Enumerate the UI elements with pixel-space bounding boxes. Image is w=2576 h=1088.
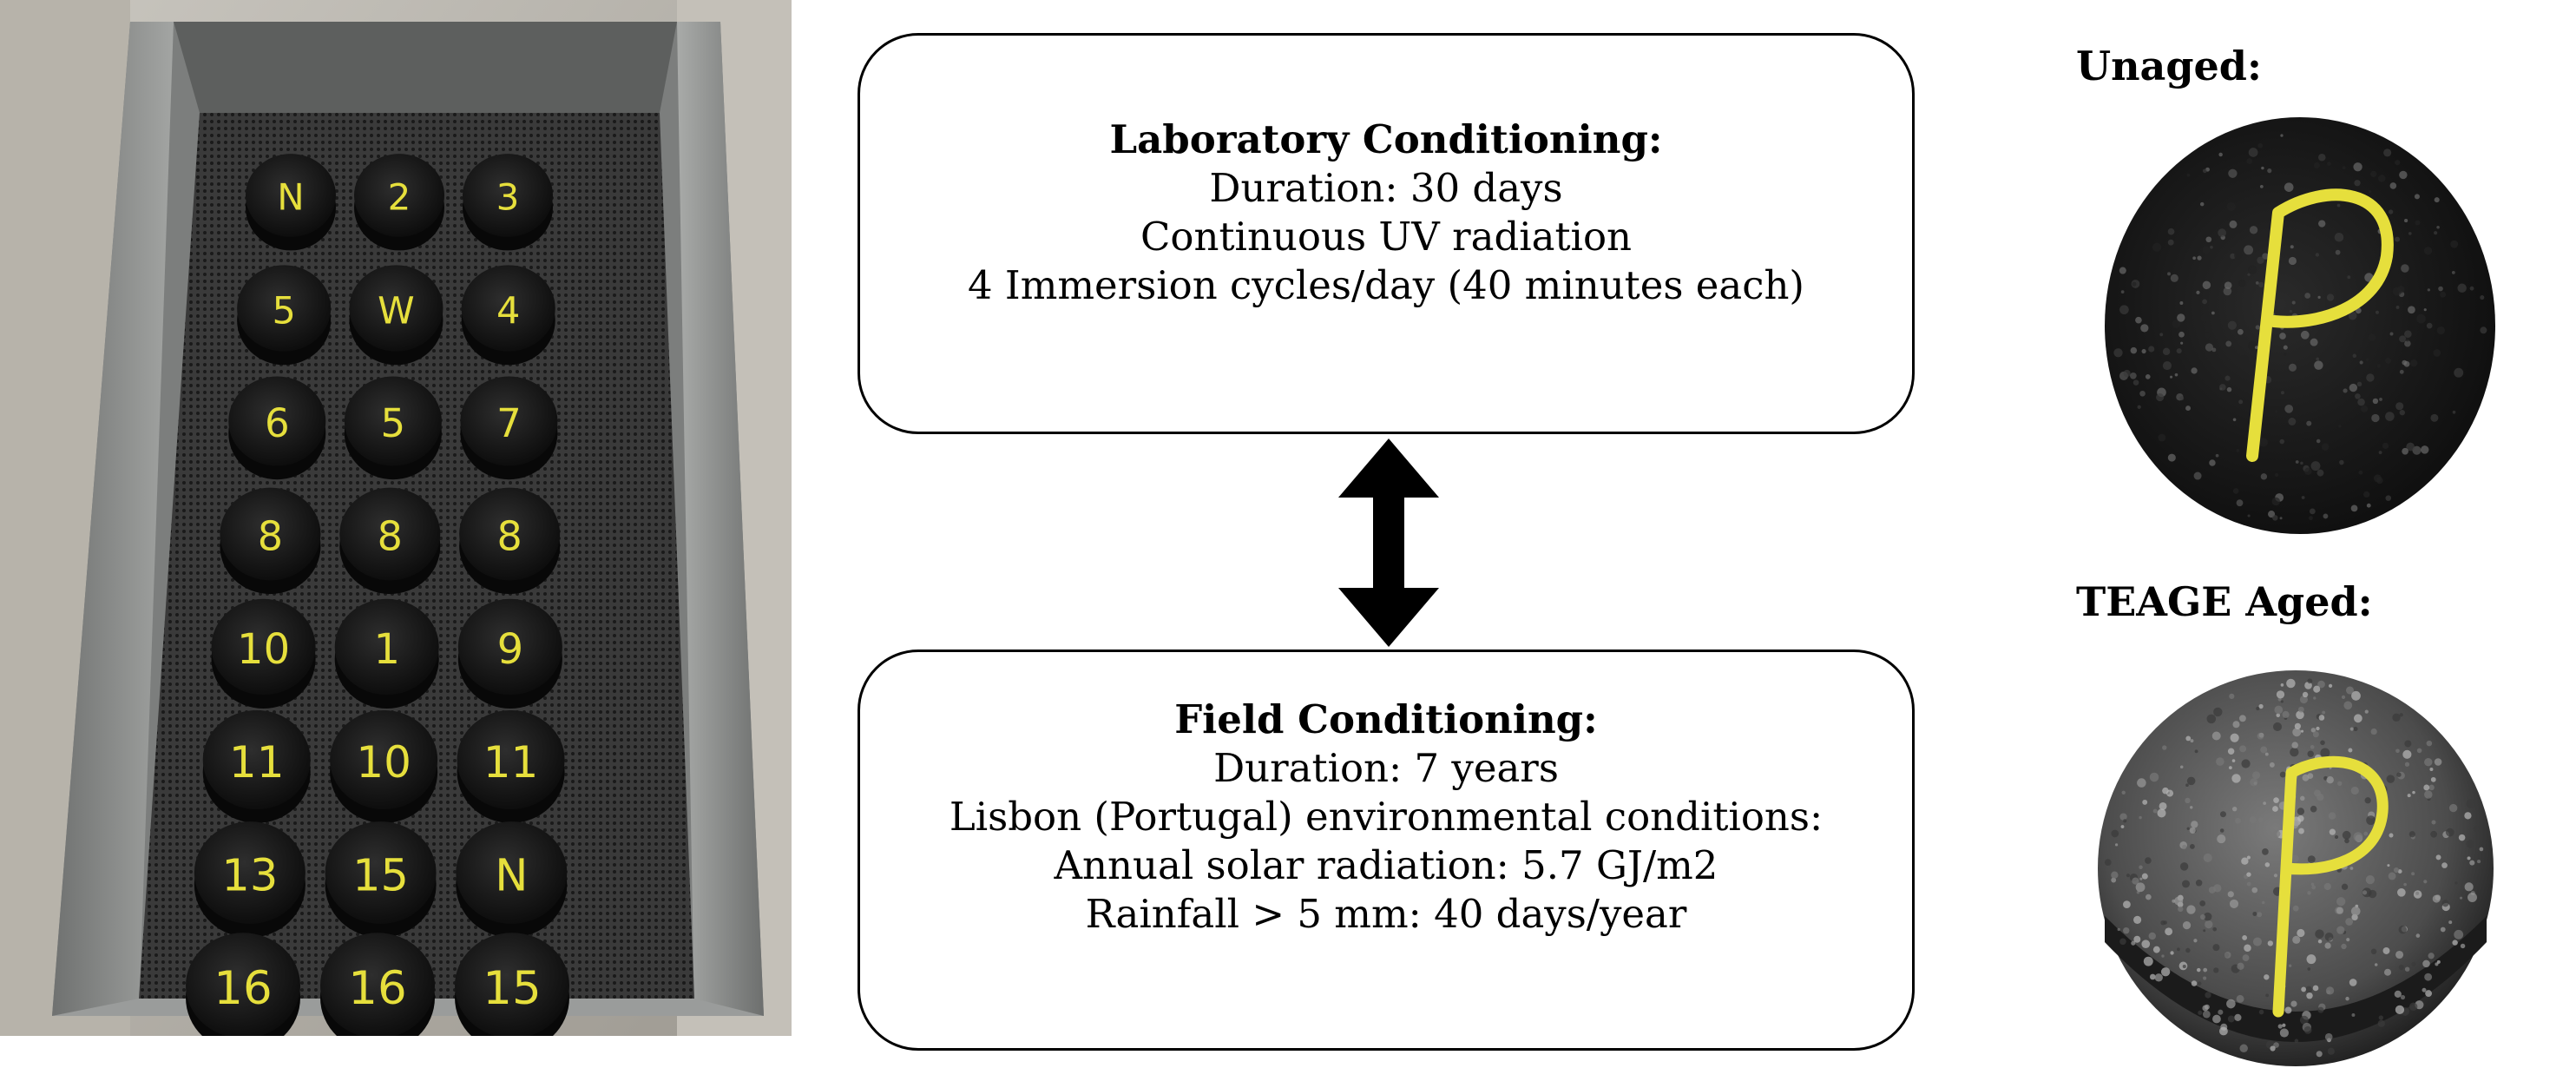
unaged-label: Unaged: bbox=[2076, 43, 2262, 89]
sample-number-label: 15 bbox=[483, 962, 541, 1015]
sample-puck: 5 bbox=[344, 376, 442, 480]
sample-puck: 10 bbox=[211, 598, 316, 709]
sample-number-label: 1 bbox=[373, 625, 400, 674]
field-title: Field Conditioning: bbox=[1174, 696, 1598, 742]
sample-number-label: 4 bbox=[496, 289, 520, 333]
lab-duration: Duration: 30 days bbox=[1209, 165, 1563, 211]
sample-puck: 6 bbox=[228, 376, 326, 480]
sample-puck: 4 bbox=[461, 265, 555, 366]
sample-number-label: 3 bbox=[496, 176, 520, 219]
sample-number-label: 15 bbox=[352, 850, 409, 901]
sample-puck: 3 bbox=[463, 154, 553, 251]
sample-puck: 10 bbox=[330, 709, 438, 823]
sample-number-label: N bbox=[277, 176, 304, 219]
sample-number-label: 11 bbox=[229, 737, 285, 788]
sample-puck: 9 bbox=[457, 598, 562, 709]
sample-puck: 15 bbox=[455, 933, 569, 1036]
laboratory-conditioning-box: Laboratory Conditioning: Duration: 30 da… bbox=[858, 33, 1915, 434]
sample-puck: N bbox=[246, 154, 336, 251]
sample-number-label: W bbox=[378, 289, 415, 333]
sample-number-label: 13 bbox=[221, 850, 278, 901]
sample-number-label: 8 bbox=[378, 513, 403, 560]
sample-tray-photo: N 2 3 5 W 4 6 5 7 8 8 8 10 1 9 11 10 11 13 15 N 16 16 15 bbox=[0, 0, 792, 1036]
field-location: Lisbon (Portugal) environmental conditio… bbox=[949, 794, 1824, 840]
sample-puck: 7 bbox=[460, 376, 558, 480]
sample-number-label: 10 bbox=[237, 625, 290, 674]
field-conditioning-box: Field Conditioning: Duration: 7 years Li… bbox=[858, 650, 1915, 1051]
sample-puck: W bbox=[349, 265, 444, 366]
sample-puck: 11 bbox=[202, 709, 311, 823]
sample-puck: 15 bbox=[325, 821, 437, 938]
sample-number-label: 2 bbox=[388, 176, 411, 219]
lab-title: Laboratory Conditioning: bbox=[1109, 116, 1663, 162]
sample-puck: 11 bbox=[457, 709, 565, 823]
field-duration: Duration: 7 years bbox=[1213, 745, 1559, 791]
sample-puck: 13 bbox=[194, 821, 306, 938]
sample-puck: N bbox=[456, 821, 568, 938]
sample-puck: 16 bbox=[320, 933, 435, 1036]
sample-number-label: 10 bbox=[356, 737, 411, 788]
teage-aged-specimen-photo bbox=[2098, 670, 2494, 1066]
unaged-specimen-photo bbox=[2105, 117, 2495, 534]
sample-puck: 5 bbox=[237, 265, 332, 366]
sample-number-label: N bbox=[495, 850, 528, 901]
sample-number-label: 8 bbox=[497, 513, 522, 560]
field-rainfall: Rainfall > 5 mm: 40 days/year bbox=[1085, 891, 1687, 937]
sample-number-label: 5 bbox=[381, 400, 406, 446]
lab-immersion: 4 Immersion cycles/day (40 minutes each) bbox=[968, 262, 1804, 308]
sample-puck: 2 bbox=[354, 154, 444, 251]
sample-number-label: 6 bbox=[265, 400, 290, 446]
sample-number-label: 16 bbox=[348, 962, 406, 1015]
field-solar: Annual solar radiation: 5.7 GJ/m2 bbox=[1054, 842, 1718, 888]
lab-uv: Continuous UV radiation bbox=[1140, 214, 1633, 260]
sample-puck: 8 bbox=[459, 487, 561, 595]
sample-number-label: 8 bbox=[258, 513, 283, 560]
teage-aged-label: TEAGE Aged: bbox=[2076, 578, 2373, 625]
sample-puck: 16 bbox=[186, 933, 300, 1036]
sample-puck: 8 bbox=[220, 487, 321, 595]
double-arrow-icon bbox=[1338, 438, 1439, 647]
sample-number-label: 5 bbox=[272, 289, 295, 333]
sample-number-label: 11 bbox=[483, 737, 539, 788]
sample-number-label: 7 bbox=[496, 400, 522, 446]
sample-puck: 8 bbox=[339, 487, 441, 595]
sample-puck: 1 bbox=[334, 598, 439, 709]
sample-number-label: 9 bbox=[497, 625, 524, 674]
sample-number-label: 16 bbox=[214, 962, 272, 1015]
